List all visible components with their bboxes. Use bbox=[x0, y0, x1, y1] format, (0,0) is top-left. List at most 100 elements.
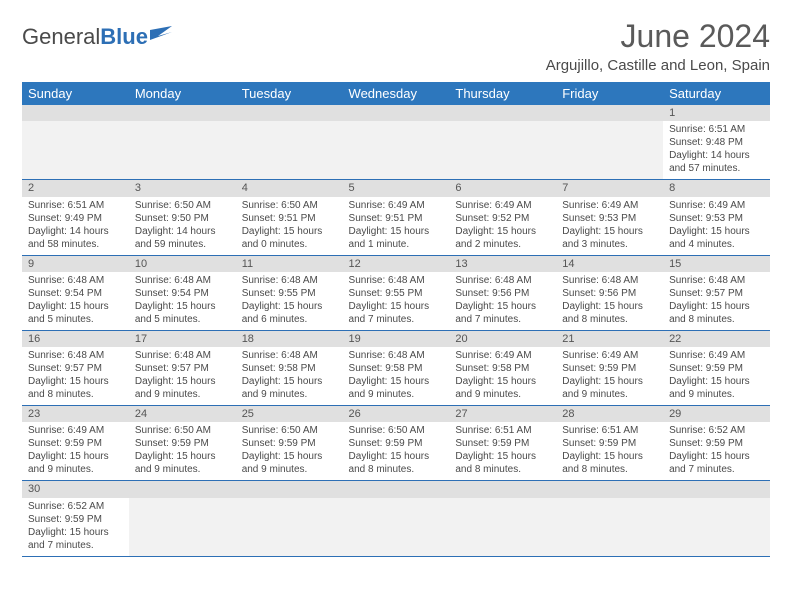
day-details: Sunrise: 6:50 AMSunset: 9:59 PMDaylight:… bbox=[129, 422, 236, 480]
sunset-text: Sunset: 9:50 PM bbox=[135, 212, 230, 225]
daylight-text: Daylight: 15 hours and 8 minutes. bbox=[562, 450, 657, 476]
sunrise-text: Sunrise: 6:48 AM bbox=[455, 274, 550, 287]
daylight-text: Daylight: 15 hours and 8 minutes. bbox=[455, 450, 550, 476]
sunrise-text: Sunrise: 6:48 AM bbox=[242, 349, 337, 362]
daylight-text: Daylight: 15 hours and 5 minutes. bbox=[135, 300, 230, 326]
daylight-text: Daylight: 15 hours and 8 minutes. bbox=[669, 300, 764, 326]
sunrise-text: Sunrise: 6:50 AM bbox=[242, 424, 337, 437]
sunset-text: Sunset: 9:57 PM bbox=[28, 362, 123, 375]
day-details: Sunrise: 6:48 AMSunset: 9:56 PMDaylight:… bbox=[449, 272, 556, 330]
calendar-day: 2Sunrise: 6:51 AMSunset: 9:49 PMDaylight… bbox=[22, 180, 129, 255]
day-number: 2 bbox=[22, 180, 129, 196]
header: GeneralBlue June 2024 Argujillo, Castill… bbox=[22, 18, 770, 74]
flag-icon bbox=[150, 24, 178, 50]
calendar-day: 1Sunrise: 6:51 AMSunset: 9:48 PMDaylight… bbox=[663, 105, 770, 180]
day-number: 25 bbox=[236, 406, 343, 422]
sunset-text: Sunset: 9:56 PM bbox=[562, 287, 657, 300]
daylight-text: Daylight: 15 hours and 9 minutes. bbox=[135, 375, 230, 401]
daylight-text: Daylight: 15 hours and 8 minutes. bbox=[562, 300, 657, 326]
day-number: 20 bbox=[449, 331, 556, 347]
weekday-header: Thursday bbox=[449, 82, 556, 105]
day-number: 22 bbox=[663, 331, 770, 347]
page-title: June 2024 bbox=[546, 18, 770, 55]
sunset-text: Sunset: 9:55 PM bbox=[242, 287, 337, 300]
weekday-header: Wednesday bbox=[343, 82, 450, 105]
day-number: 1 bbox=[663, 105, 770, 121]
day-details: Sunrise: 6:49 AMSunset: 9:59 PMDaylight:… bbox=[556, 347, 663, 405]
sunset-text: Sunset: 9:56 PM bbox=[455, 287, 550, 300]
daylight-text: Daylight: 15 hours and 8 minutes. bbox=[28, 375, 123, 401]
sunset-text: Sunset: 9:59 PM bbox=[242, 437, 337, 450]
calendar-day: 13Sunrise: 6:48 AMSunset: 9:56 PMDayligh… bbox=[449, 255, 556, 330]
sunset-text: Sunset: 9:49 PM bbox=[28, 212, 123, 225]
sunset-text: Sunset: 9:51 PM bbox=[349, 212, 444, 225]
sunrise-text: Sunrise: 6:50 AM bbox=[135, 199, 230, 212]
daylight-text: Daylight: 15 hours and 9 minutes. bbox=[28, 450, 123, 476]
calendar-day-empty bbox=[129, 105, 236, 180]
calendar-day: 6Sunrise: 6:49 AMSunset: 9:52 PMDaylight… bbox=[449, 180, 556, 255]
logo: GeneralBlue bbox=[22, 24, 178, 50]
sunrise-text: Sunrise: 6:49 AM bbox=[455, 349, 550, 362]
location-label: Argujillo, Castille and Leon, Spain bbox=[546, 57, 770, 74]
calendar-day-empty bbox=[343, 481, 450, 556]
daylight-text: Daylight: 15 hours and 9 minutes. bbox=[135, 450, 230, 476]
sunset-text: Sunset: 9:53 PM bbox=[562, 212, 657, 225]
sunrise-text: Sunrise: 6:50 AM bbox=[242, 199, 337, 212]
calendar-day: 16Sunrise: 6:48 AMSunset: 9:57 PMDayligh… bbox=[22, 330, 129, 405]
sunrise-text: Sunrise: 6:49 AM bbox=[669, 349, 764, 362]
day-details: Sunrise: 6:48 AMSunset: 9:55 PMDaylight:… bbox=[343, 272, 450, 330]
day-details: Sunrise: 6:49 AMSunset: 9:59 PMDaylight:… bbox=[663, 347, 770, 405]
day-details: Sunrise: 6:51 AMSunset: 9:59 PMDaylight:… bbox=[449, 422, 556, 480]
sunset-text: Sunset: 9:48 PM bbox=[669, 136, 764, 149]
calendar-day: 12Sunrise: 6:48 AMSunset: 9:55 PMDayligh… bbox=[343, 255, 450, 330]
calendar-day: 7Sunrise: 6:49 AMSunset: 9:53 PMDaylight… bbox=[556, 180, 663, 255]
sunrise-text: Sunrise: 6:51 AM bbox=[455, 424, 550, 437]
daylight-text: Daylight: 15 hours and 9 minutes. bbox=[242, 375, 337, 401]
sunset-text: Sunset: 9:54 PM bbox=[28, 287, 123, 300]
day-number: 3 bbox=[129, 180, 236, 196]
day-number: 24 bbox=[129, 406, 236, 422]
day-number: 17 bbox=[129, 331, 236, 347]
sunrise-text: Sunrise: 6:48 AM bbox=[135, 349, 230, 362]
sunset-text: Sunset: 9:55 PM bbox=[349, 287, 444, 300]
calendar-day-empty bbox=[449, 481, 556, 556]
day-details: Sunrise: 6:51 AMSunset: 9:48 PMDaylight:… bbox=[663, 121, 770, 179]
weekday-header: Saturday bbox=[663, 82, 770, 105]
sunrise-text: Sunrise: 6:48 AM bbox=[349, 349, 444, 362]
sunrise-text: Sunrise: 6:48 AM bbox=[242, 274, 337, 287]
sunset-text: Sunset: 9:59 PM bbox=[669, 437, 764, 450]
calendar-day: 23Sunrise: 6:49 AMSunset: 9:59 PMDayligh… bbox=[22, 406, 129, 481]
calendar-day: 29Sunrise: 6:52 AMSunset: 9:59 PMDayligh… bbox=[663, 406, 770, 481]
day-number: 13 bbox=[449, 256, 556, 272]
sunset-text: Sunset: 9:59 PM bbox=[28, 513, 123, 526]
day-number: 16 bbox=[22, 331, 129, 347]
calendar-week: 9Sunrise: 6:48 AMSunset: 9:54 PMDaylight… bbox=[22, 255, 770, 330]
day-number: 26 bbox=[343, 406, 450, 422]
daylight-text: Daylight: 15 hours and 9 minutes. bbox=[562, 375, 657, 401]
sunset-text: Sunset: 9:58 PM bbox=[455, 362, 550, 375]
day-details: Sunrise: 6:52 AMSunset: 9:59 PMDaylight:… bbox=[663, 422, 770, 480]
sunrise-text: Sunrise: 6:51 AM bbox=[562, 424, 657, 437]
calendar-day: 14Sunrise: 6:48 AMSunset: 9:56 PMDayligh… bbox=[556, 255, 663, 330]
day-number: 29 bbox=[663, 406, 770, 422]
calendar-day-empty bbox=[22, 105, 129, 180]
day-number: 12 bbox=[343, 256, 450, 272]
sunrise-text: Sunrise: 6:49 AM bbox=[349, 199, 444, 212]
sunrise-text: Sunrise: 6:52 AM bbox=[28, 500, 123, 513]
calendar-day: 30Sunrise: 6:52 AMSunset: 9:59 PMDayligh… bbox=[22, 481, 129, 556]
daylight-text: Daylight: 15 hours and 8 minutes. bbox=[349, 450, 444, 476]
sunrise-text: Sunrise: 6:49 AM bbox=[455, 199, 550, 212]
calendar-day: 10Sunrise: 6:48 AMSunset: 9:54 PMDayligh… bbox=[129, 255, 236, 330]
day-details: Sunrise: 6:50 AMSunset: 9:50 PMDaylight:… bbox=[129, 197, 236, 255]
day-details: Sunrise: 6:49 AMSunset: 9:59 PMDaylight:… bbox=[22, 422, 129, 480]
calendar-day: 26Sunrise: 6:50 AMSunset: 9:59 PMDayligh… bbox=[343, 406, 450, 481]
sunrise-text: Sunrise: 6:48 AM bbox=[28, 274, 123, 287]
calendar-day: 9Sunrise: 6:48 AMSunset: 9:54 PMDaylight… bbox=[22, 255, 129, 330]
daylight-text: Daylight: 15 hours and 5 minutes. bbox=[28, 300, 123, 326]
title-block: June 2024 Argujillo, Castille and Leon, … bbox=[546, 18, 770, 74]
day-details: Sunrise: 6:48 AMSunset: 9:57 PMDaylight:… bbox=[22, 347, 129, 405]
daylight-text: Daylight: 15 hours and 0 minutes. bbox=[242, 225, 337, 251]
calendar-day: 20Sunrise: 6:49 AMSunset: 9:58 PMDayligh… bbox=[449, 330, 556, 405]
calendar-day-empty bbox=[343, 105, 450, 180]
sunset-text: Sunset: 9:57 PM bbox=[669, 287, 764, 300]
